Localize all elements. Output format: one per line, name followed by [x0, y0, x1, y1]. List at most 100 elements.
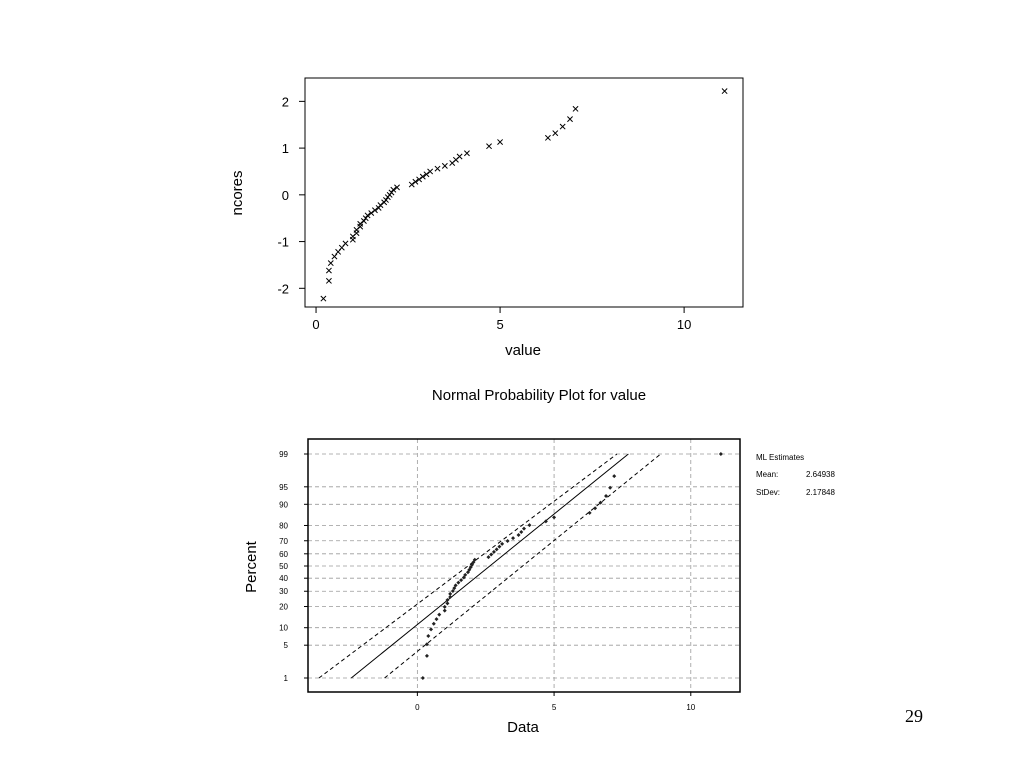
x-tick-label: 5 — [496, 317, 503, 332]
data-point — [544, 134, 551, 141]
data-point — [505, 539, 510, 544]
data-point — [357, 223, 364, 230]
data-point — [604, 494, 609, 499]
data-point — [434, 617, 439, 622]
data-point — [559, 123, 566, 130]
data-point — [424, 642, 429, 647]
data-point — [472, 557, 477, 562]
ml-estimates-title: ML Estimates — [756, 453, 804, 462]
data-point — [368, 210, 375, 217]
data-point — [429, 627, 434, 632]
data-point — [456, 580, 461, 585]
data-point — [362, 215, 369, 222]
data-point — [325, 277, 332, 284]
y-tick-label: 20 — [279, 603, 288, 612]
data-point — [377, 202, 384, 209]
data-point — [463, 150, 470, 157]
data-point — [486, 555, 491, 560]
y-tick-label: 1 — [282, 141, 289, 156]
x-tick-label: 10 — [677, 317, 691, 332]
data-point — [497, 139, 504, 145]
data-point — [394, 184, 400, 191]
data-point — [450, 588, 455, 593]
data-point — [445, 601, 450, 606]
data-point — [448, 591, 453, 596]
y-tick-label: 5 — [284, 641, 289, 650]
data-point — [552, 515, 557, 520]
data-point — [511, 536, 516, 541]
data-point — [445, 598, 450, 603]
data-point — [721, 88, 728, 95]
data-point — [342, 240, 349, 247]
data-point — [408, 181, 415, 188]
y-axis-label: Percent — [243, 540, 260, 593]
plot-frame — [304, 77, 744, 308]
data-point — [424, 653, 429, 658]
x-tick-label: 10 — [686, 703, 695, 712]
data-point — [459, 578, 464, 583]
ml-estimates-box: ML Estimates Mean: 2.64938 StDev: 2.1784… — [756, 453, 835, 497]
data-point — [360, 218, 367, 224]
y-tick-label: 99 — [279, 450, 288, 459]
data-point — [383, 197, 389, 203]
data-point — [486, 143, 492, 150]
data-point — [371, 207, 378, 214]
data-point — [456, 153, 463, 160]
data-point — [320, 295, 327, 302]
data-point — [357, 220, 364, 227]
data-point — [427, 168, 434, 175]
y-tick-label: 0 — [282, 188, 289, 203]
data-point — [519, 529, 524, 534]
chart-title: Normal Probability Plot for value — [432, 387, 646, 404]
data-point — [593, 506, 598, 511]
data-point — [426, 633, 431, 638]
mean-value: 2.64938 — [806, 470, 835, 479]
data-point — [497, 544, 502, 549]
normal-probability-plot: Normal Probability Plot for value 1 5 10 20… — [243, 387, 835, 736]
x-tick-label: 0 — [415, 703, 420, 712]
data-point — [431, 621, 436, 626]
y-tick-label: 95 — [279, 483, 288, 492]
data-point — [423, 171, 430, 178]
data-point — [718, 452, 723, 456]
data-point — [608, 485, 613, 490]
data-point — [500, 541, 505, 546]
confidence-band-lower — [318, 453, 618, 679]
data-point — [612, 474, 617, 479]
data-point — [441, 162, 448, 169]
data-point — [552, 130, 559, 137]
data-point — [420, 676, 425, 680]
data-point — [419, 173, 426, 180]
data-point — [598, 500, 603, 505]
y-tick-label: 10 — [279, 624, 288, 633]
data-point — [412, 178, 419, 185]
y-tick-label: 2 — [282, 94, 289, 109]
y-tick-label: 40 — [279, 574, 288, 583]
y-tick-label: 30 — [279, 587, 288, 596]
data-point — [331, 253, 338, 260]
data-point — [325, 267, 332, 274]
y-tick-label: -1 — [277, 235, 289, 250]
data-point — [388, 189, 395, 196]
data-point — [522, 526, 526, 531]
y-tick-label: 90 — [279, 500, 288, 509]
data-point — [463, 572, 468, 577]
data-point — [527, 523, 532, 528]
data-point — [567, 116, 573, 123]
x-tick-label: 5 — [552, 703, 557, 712]
y-tick-label: 50 — [279, 562, 288, 571]
data-point — [491, 549, 496, 554]
data-point — [364, 212, 371, 219]
x-tick-label: 0 — [312, 317, 319, 332]
x-axis-label: Data — [507, 719, 539, 736]
data-point — [587, 510, 592, 515]
data-point — [448, 594, 453, 599]
data-point — [434, 165, 441, 172]
data-point — [327, 260, 334, 267]
data-point — [489, 552, 494, 557]
data-point — [516, 533, 521, 538]
y-tick-label: 70 — [279, 537, 288, 546]
data-point — [452, 586, 457, 591]
fit-line — [350, 453, 629, 679]
